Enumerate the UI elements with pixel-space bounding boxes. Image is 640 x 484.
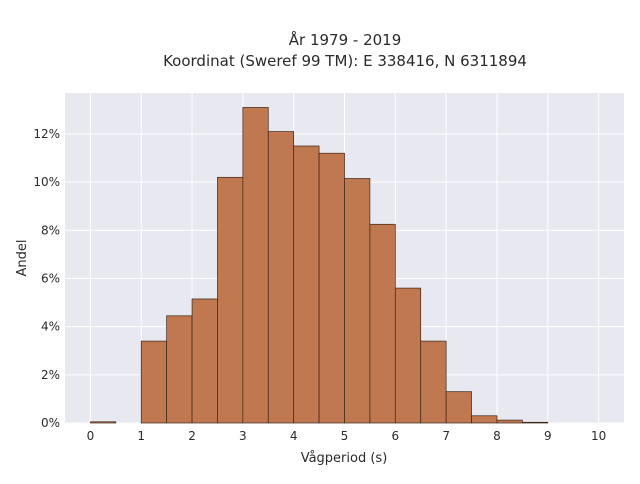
histogram-bar: [471, 415, 498, 424]
x-tick-label: 7: [442, 429, 450, 443]
y-tick-label: 6%: [41, 271, 60, 285]
histogram-bar: [496, 419, 523, 424]
x-tick-label: 5: [341, 429, 349, 443]
y-tick-label: 12%: [33, 127, 60, 141]
histogram-bar: [293, 145, 320, 424]
y-tick-label: 4%: [41, 320, 60, 334]
histogram-bar: [344, 178, 371, 424]
x-tick-label: 4: [290, 429, 298, 443]
histogram-bar: [242, 107, 269, 424]
y-tick-label: 8%: [41, 223, 60, 237]
x-axis-label: Vågperiod (s): [301, 451, 388, 466]
x-tick-label: 9: [544, 429, 552, 443]
histogram-bar: [318, 152, 345, 424]
histogram-bar: [369, 223, 396, 424]
x-tick-label: 3: [239, 429, 247, 443]
chart-subtitle: Koordinat (Sweref 99 TM): E 338416, N 63…: [163, 52, 527, 70]
histogram-bar: [522, 421, 549, 424]
x-axis-ticks: 0 1 2 3 4 5 6 7 8 9 10: [87, 429, 607, 443]
x-tick-label: 10: [591, 429, 606, 443]
x-tick-label: 6: [391, 429, 399, 443]
histogram-bars: [90, 107, 549, 424]
chart-title: År 1979 - 2019: [289, 30, 402, 49]
y-axis-label: Andel: [15, 240, 30, 277]
y-axis-ticks: 0% 2% 4% 6% 8% 10% 12%: [33, 127, 60, 430]
histogram-bar: [140, 340, 167, 424]
histogram-bar: [394, 287, 422, 424]
histogram-bar: [166, 315, 193, 424]
histogram-bar: [217, 176, 244, 424]
histogram-bar: [267, 131, 295, 424]
x-tick-label: 0: [87, 429, 95, 443]
x-tick-label: 2: [188, 429, 196, 443]
x-tick-label: 8: [493, 429, 501, 443]
y-tick-label: 10%: [33, 175, 60, 189]
y-tick-label: 0%: [41, 416, 60, 430]
histogram-bar: [420, 340, 447, 424]
histogram-bar: [445, 391, 472, 424]
y-tick-label: 2%: [41, 368, 60, 382]
x-tick-label: 1: [137, 429, 145, 443]
histogram-bar: [191, 298, 218, 424]
histogram-bar: [90, 421, 117, 424]
